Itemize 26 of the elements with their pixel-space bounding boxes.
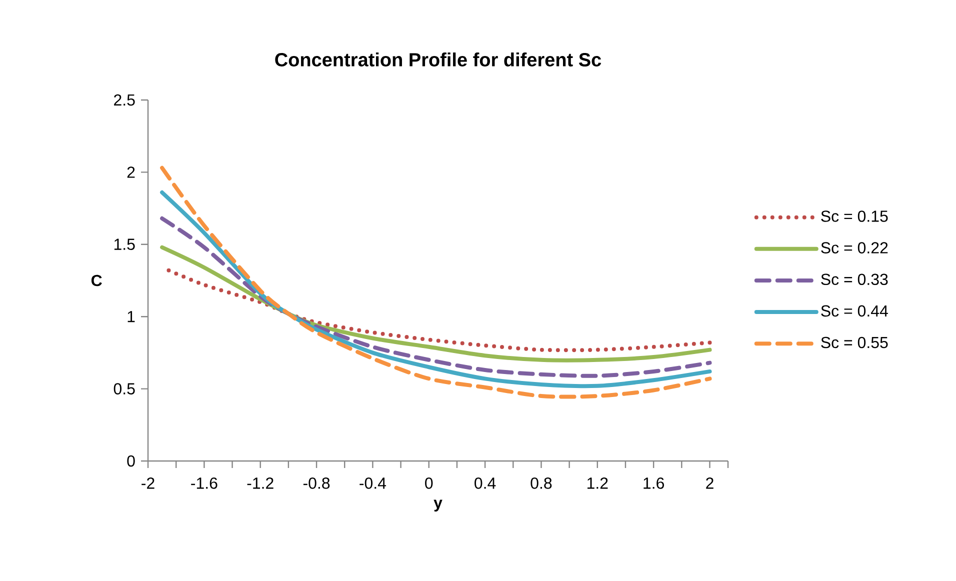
x-tick-label: -0.4 bbox=[360, 478, 386, 489]
x-tick-label: 1.2 bbox=[588, 478, 608, 489]
x-tick-label: -1.2 bbox=[247, 478, 274, 489]
legend-label: Sc = 0.55 bbox=[821, 336, 888, 348]
chart-title: Concentration Profile for diferent Sc bbox=[275, 52, 602, 66]
legend-label: Sc = 0.15 bbox=[821, 210, 888, 222]
x-tick-label: -1.6 bbox=[191, 478, 218, 489]
legend-label: Sc = 0.33 bbox=[821, 274, 888, 286]
x-axis-title: y bbox=[434, 500, 442, 512]
legend-label: Sc = 0.22 bbox=[821, 242, 888, 254]
x-tick-label: 0.8 bbox=[530, 478, 552, 489]
legend-label: Sc = 0.44 bbox=[821, 305, 888, 317]
x-tick-label: 0 bbox=[425, 478, 433, 489]
y-tick-label: 0.5 bbox=[114, 383, 135, 394]
y-tick-label: 2 bbox=[127, 166, 135, 178]
line-series bbox=[160, 216, 712, 378]
x-tick-label: 2 bbox=[706, 478, 714, 489]
x-tick-label: 0.4 bbox=[474, 478, 496, 489]
y-tick-label: 1.5 bbox=[114, 238, 135, 250]
x-tick-label: 1.6 bbox=[644, 478, 664, 489]
y-axis-title: C bbox=[91, 274, 102, 286]
x-tick-label: -2 bbox=[142, 478, 154, 489]
y-tick-label: 1 bbox=[128, 311, 135, 322]
y-tick-label: 0 bbox=[127, 455, 135, 467]
y-tick-label: 2.5 bbox=[114, 94, 135, 106]
x-tick-label: -0.8 bbox=[303, 478, 330, 489]
